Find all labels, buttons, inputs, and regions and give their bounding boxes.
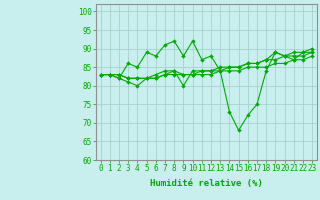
X-axis label: Humidité relative (%): Humidité relative (%) [150, 179, 263, 188]
